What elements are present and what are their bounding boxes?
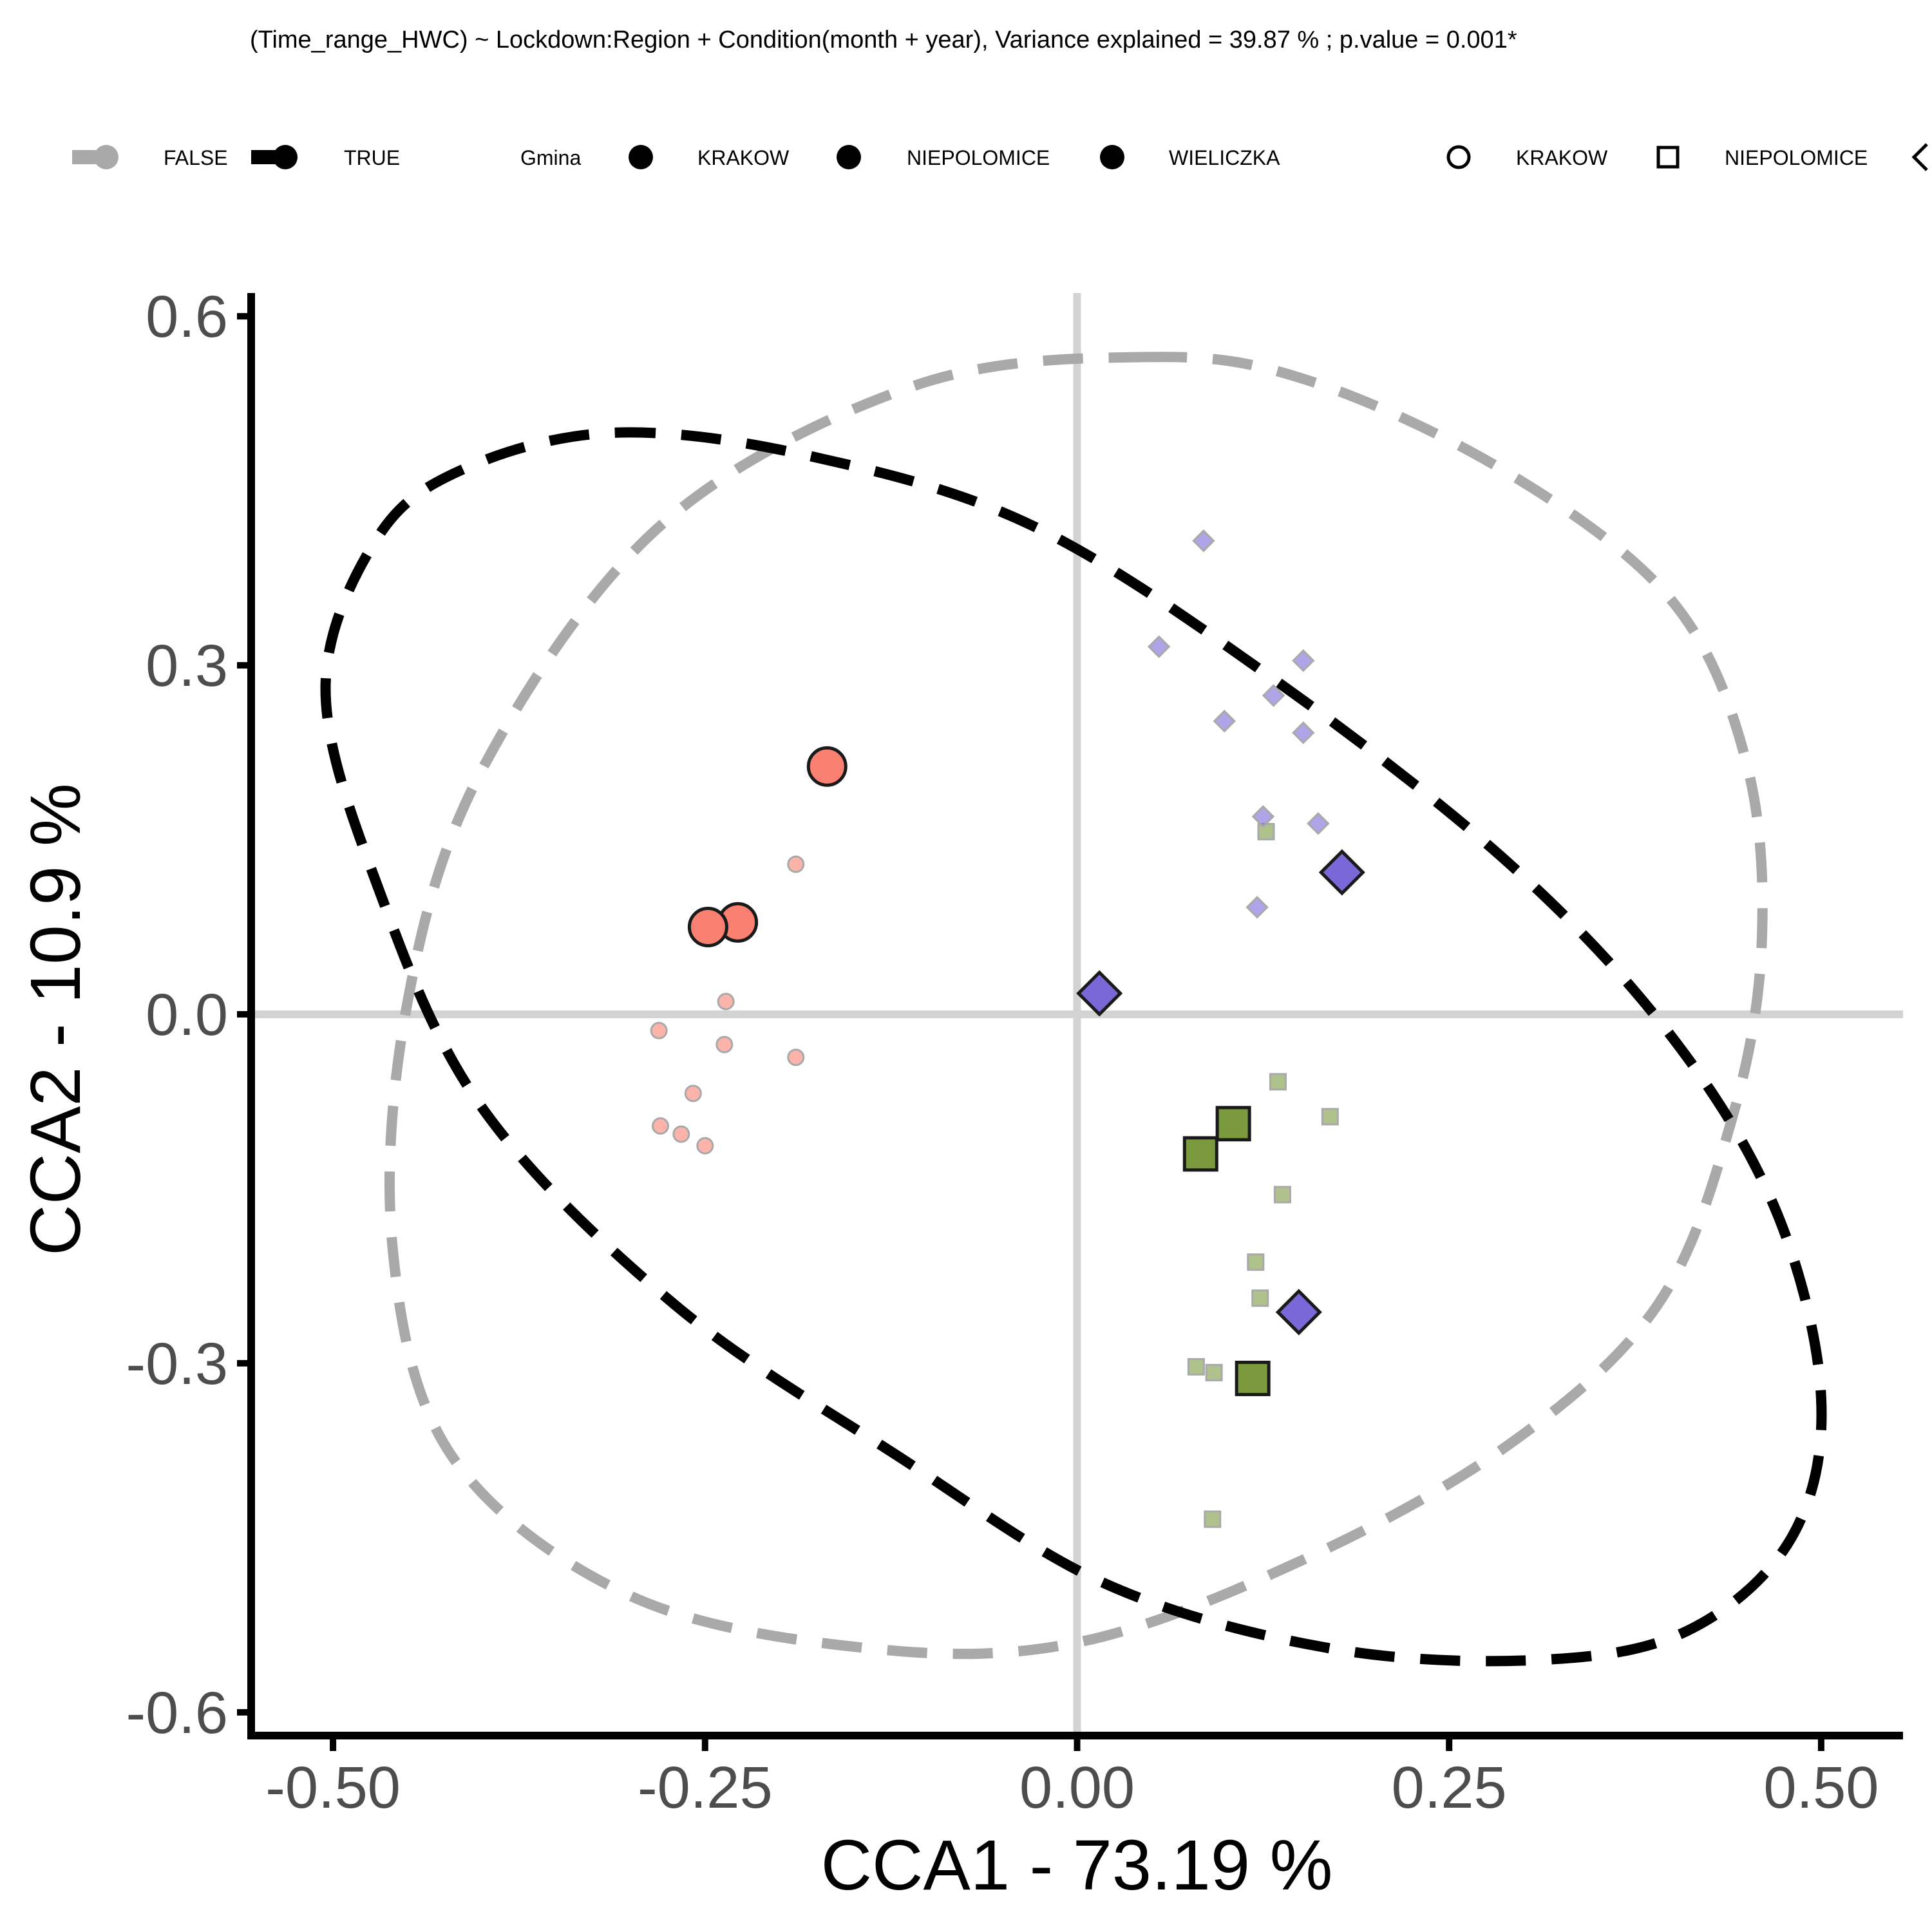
- legend-item-color-wieliczka: WIELICZKA: [1100, 145, 1280, 169]
- sample-point-niepolomice: [1257, 822, 1275, 840]
- centroid-point-wieliczka: [1275, 1289, 1322, 1336]
- legend-item-shape-krakow: KRAKOW: [1446, 145, 1608, 169]
- centroid-point-krakow: [806, 746, 848, 787]
- x-tick-label: -0.50: [265, 1755, 401, 1821]
- sample-point-wieliczka: [1292, 649, 1315, 672]
- sample-point-krakow: [717, 992, 735, 1010]
- sample-point-wieliczka: [1245, 896, 1269, 919]
- legend-item-false: FALSE: [72, 145, 228, 169]
- x-tick-label: 0.50: [1763, 1755, 1879, 1821]
- legend: FALSE TRUE Gmina KRAKOW NIEPOLOMICE WIEL…: [72, 143, 1928, 171]
- chart-subtitle: (Time_range_HWC) ~ Lockdown:Region + Con…: [250, 26, 1517, 53]
- legend-label-color-krakow: KRAKOW: [697, 146, 790, 169]
- legend-label-color-niepolomice: NIEPOLOMICE: [907, 146, 1050, 169]
- legend-label-color-wieliczka: WIELICZKA: [1169, 146, 1280, 169]
- centroid-point-wieliczka: [1318, 849, 1365, 896]
- x-tick-label: 0.25: [1392, 1755, 1507, 1821]
- legend-item-color-krakow: KRAKOW: [629, 145, 790, 169]
- y-tick-label: 0.0: [146, 982, 228, 1048]
- legend-item-color-niepolomice: NIEPOLOMICE: [837, 145, 1050, 169]
- sample-point-krakow: [787, 855, 805, 873]
- centroid-points: [687, 746, 1365, 1396]
- sample-point-wieliczka: [1262, 684, 1285, 707]
- sample-point-wieliczka: [1192, 529, 1215, 553]
- centroid-point-niepolomice: [1182, 1136, 1218, 1172]
- sample-point-krakow: [696, 1137, 714, 1155]
- x-tick-label: -0.25: [638, 1755, 773, 1821]
- legend-key-color-krakow: [629, 145, 653, 169]
- y-tick-label: 0.3: [146, 633, 228, 699]
- ellipse-false: [384, 352, 1768, 1660]
- sample-point-niepolomice: [1204, 1510, 1222, 1528]
- x-tick-label: 0.00: [1019, 1755, 1135, 1821]
- centroid-point-krakow: [687, 907, 728, 948]
- reference-lines: [251, 293, 1903, 1736]
- legend-key-false-dot: [94, 145, 118, 169]
- sample-point-wieliczka: [1213, 710, 1236, 733]
- confidence-ellipses: [320, 352, 1827, 1667]
- sample-point-krakow: [715, 1036, 734, 1054]
- sample-point-niepolomice: [1187, 1358, 1205, 1376]
- y-tick-label: -0.3: [126, 1331, 228, 1397]
- legend-key-true-dot: [273, 145, 298, 169]
- y-tick-label: 0.6: [146, 284, 228, 350]
- centroid-point-wieliczka: [1076, 970, 1123, 1017]
- sample-point-niepolomice: [1251, 1289, 1269, 1307]
- sample-point-wieliczka: [1147, 635, 1171, 658]
- sample-point-wieliczka: [1292, 721, 1315, 744]
- sample-point-wieliczka: [1307, 812, 1330, 835]
- sample-point-niepolomice: [1205, 1363, 1223, 1381]
- sample-point-krakow: [650, 1021, 668, 1039]
- sample-point-niepolomice: [1247, 1253, 1265, 1271]
- legend-key-shape-square: [1656, 146, 1680, 169]
- sample-point-krakow: [684, 1084, 702, 1103]
- legend-item-shape-diamond: [1911, 143, 1928, 171]
- plot-area: -0.50 -0.25 0.00 0.25 0.50 0.6 0.3 0.0 -0.3 -0.6: [126, 284, 1903, 1821]
- sample-point-niepolomice: [1269, 1073, 1287, 1091]
- sample-point-krakow: [651, 1117, 669, 1135]
- legend-title-gmina: Gmina: [520, 146, 581, 169]
- legend-key-shape-circle: [1446, 145, 1471, 169]
- legend-item-shape-niepolomice: NIEPOLOMICE: [1656, 146, 1868, 169]
- legend-label-false: FALSE: [164, 146, 228, 169]
- x-axis-title: CCA1 - 73.19 %: [821, 1826, 1333, 1905]
- y-tick-label: -0.6: [126, 1680, 228, 1746]
- sample-point-wieliczka: [1251, 805, 1275, 828]
- centroid-point-niepolomice: [1235, 1360, 1271, 1396]
- legend-key-shape-diamond: [1911, 143, 1928, 171]
- sample-points: [650, 529, 1339, 1528]
- axes: -0.50 -0.25 0.00 0.25 0.50 0.6 0.3 0.0 -0.3 -0.6: [126, 284, 1903, 1821]
- legend-label-shape-niepolomice: NIEPOLOMICE: [1725, 146, 1868, 169]
- centroid-point-niepolomice: [1215, 1106, 1251, 1142]
- sample-point-niepolomice: [1321, 1108, 1339, 1126]
- y-axis-title: CCA2 - 10.9 %: [16, 783, 95, 1256]
- sample-point-krakow: [787, 1048, 805, 1066]
- legend-label-true: TRUE: [344, 146, 400, 169]
- legend-key-color-wieliczka: [1100, 145, 1124, 169]
- sample-point-krakow: [672, 1125, 690, 1143]
- sample-point-niepolomice: [1273, 1186, 1291, 1204]
- legend-item-true: TRUE: [251, 145, 400, 169]
- legend-key-color-niepolomice: [837, 145, 861, 169]
- ellipse-true: [320, 427, 1827, 1667]
- legend-label-shape-krakow: KRAKOW: [1516, 146, 1608, 169]
